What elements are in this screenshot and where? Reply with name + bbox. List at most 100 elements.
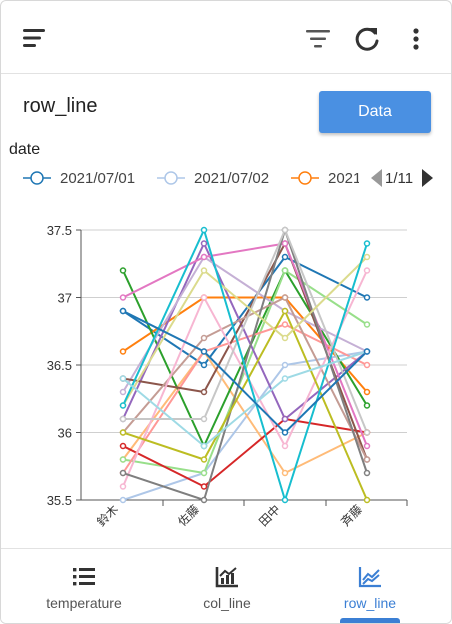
x-tick-label: 斉藤 bbox=[338, 502, 366, 530]
data-button[interactable]: Data bbox=[319, 91, 431, 133]
data-point bbox=[119, 442, 127, 450]
data-point bbox=[200, 294, 208, 301]
data-point bbox=[363, 294, 371, 301]
nav-label-col-line: col_line bbox=[203, 595, 251, 611]
data-point bbox=[281, 442, 289, 450]
data-point bbox=[200, 415, 208, 423]
nav-label-temperature: temperature bbox=[46, 595, 122, 611]
chart-line-icon bbox=[358, 567, 381, 588]
data-point bbox=[281, 226, 289, 234]
menu-icon[interactable] bbox=[21, 27, 49, 49]
data-point bbox=[281, 469, 289, 477]
data-point bbox=[200, 496, 208, 504]
y-tick-label: 37 bbox=[58, 291, 72, 306]
data-point bbox=[119, 375, 127, 382]
series-line-18 bbox=[122, 256, 368, 407]
legend-prev-icon[interactable] bbox=[371, 169, 382, 187]
data-point bbox=[200, 240, 208, 247]
data-point bbox=[363, 267, 371, 274]
data-point bbox=[281, 361, 289, 369]
nav-col-line[interactable]: col_line bbox=[152, 549, 302, 623]
data-point bbox=[200, 253, 208, 261]
data-point bbox=[363, 402, 371, 409]
data-point bbox=[281, 429, 289, 436]
legend-item-1[interactable]: 2021/07/01 bbox=[23, 170, 135, 187]
series-line-17 bbox=[122, 308, 368, 501]
data-point bbox=[363, 496, 371, 504]
series-line-19 bbox=[122, 227, 368, 504]
x-tick-label: 佐藤 bbox=[175, 502, 202, 529]
filter-icon[interactable] bbox=[303, 27, 333, 51]
series-line-13 bbox=[122, 242, 368, 447]
data-point bbox=[363, 469, 371, 477]
data-point bbox=[281, 334, 289, 342]
page-title: row_line bbox=[23, 95, 98, 117]
legend-title: date bbox=[9, 141, 41, 158]
chart-bar-icon bbox=[215, 567, 238, 588]
data-point bbox=[200, 483, 208, 490]
active-tab-indicator bbox=[340, 618, 400, 623]
more-vert-icon[interactable] bbox=[406, 25, 426, 53]
x-tick-label: 田中 bbox=[256, 502, 284, 530]
data-point bbox=[200, 456, 208, 463]
series-line-20 bbox=[122, 350, 368, 448]
y-tick-label: 35.5 bbox=[47, 493, 72, 508]
legend-next-icon[interactable] bbox=[422, 169, 433, 187]
data-point bbox=[281, 253, 289, 261]
data-point bbox=[119, 267, 127, 274]
data-point bbox=[119, 307, 127, 315]
series-line-12 bbox=[122, 296, 368, 460]
data-point bbox=[281, 375, 289, 382]
data-point bbox=[363, 361, 371, 369]
data-point bbox=[119, 348, 127, 355]
legend-item-3[interactable]: 2021 bbox=[291, 163, 369, 193]
y-tick-label: 36.5 bbox=[47, 358, 72, 373]
legend-page: 1/11 bbox=[385, 170, 413, 187]
nav-row-line[interactable]: row_line bbox=[295, 549, 445, 623]
data-point bbox=[363, 240, 371, 247]
data-point bbox=[363, 253, 371, 261]
data-point bbox=[363, 456, 371, 463]
data-point bbox=[281, 307, 289, 315]
list-icon bbox=[73, 568, 95, 586]
data-point bbox=[119, 429, 127, 436]
data-point bbox=[119, 469, 127, 477]
series-line-5 bbox=[122, 268, 368, 449]
series-line-7 bbox=[122, 417, 368, 488]
data-point bbox=[200, 226, 208, 234]
nav-label-row-line: row_line bbox=[343, 595, 397, 611]
data-point bbox=[363, 442, 371, 450]
line-chart: 35.5 36 36.5 37 37.5 鈴木 佐藤 田中 斉藤 bbox=[47, 223, 408, 530]
data-point bbox=[200, 334, 208, 342]
series-line-14 bbox=[122, 270, 368, 487]
data-point bbox=[119, 388, 127, 396]
legend-item-2[interactable]: 2021/07/02 bbox=[157, 170, 269, 187]
app-bar bbox=[1, 1, 451, 74]
data-point bbox=[200, 267, 208, 274]
refresh-icon[interactable] bbox=[353, 25, 381, 53]
data-point bbox=[200, 348, 208, 355]
data-point bbox=[281, 321, 289, 328]
data-point bbox=[200, 442, 208, 450]
data-point bbox=[281, 267, 289, 274]
y-tick-label: 36 bbox=[58, 426, 72, 441]
y-tick-label: 37.5 bbox=[47, 223, 72, 238]
data-point bbox=[281, 294, 289, 301]
data-point bbox=[363, 429, 371, 436]
data-point bbox=[119, 415, 127, 423]
legend-label-3: 2021 bbox=[328, 170, 361, 187]
legend-label-2: 2021/07/02 bbox=[194, 170, 269, 187]
nav-temperature[interactable]: temperature bbox=[9, 549, 159, 623]
bottom-navigation: temperature col_line row_line bbox=[1, 548, 451, 623]
data-point bbox=[363, 321, 371, 328]
data-point bbox=[281, 240, 289, 247]
data-point bbox=[200, 469, 208, 477]
data-point bbox=[363, 388, 371, 396]
series-line-16 bbox=[123, 227, 368, 433]
data-point bbox=[119, 456, 127, 463]
chart-legend: 2021/07/01 2021/07/02 2021 1/11 bbox=[23, 163, 433, 193]
series-line-21 bbox=[122, 310, 368, 434]
data-point bbox=[363, 348, 371, 355]
legend-label-1: 2021/07/01 bbox=[60, 170, 135, 187]
